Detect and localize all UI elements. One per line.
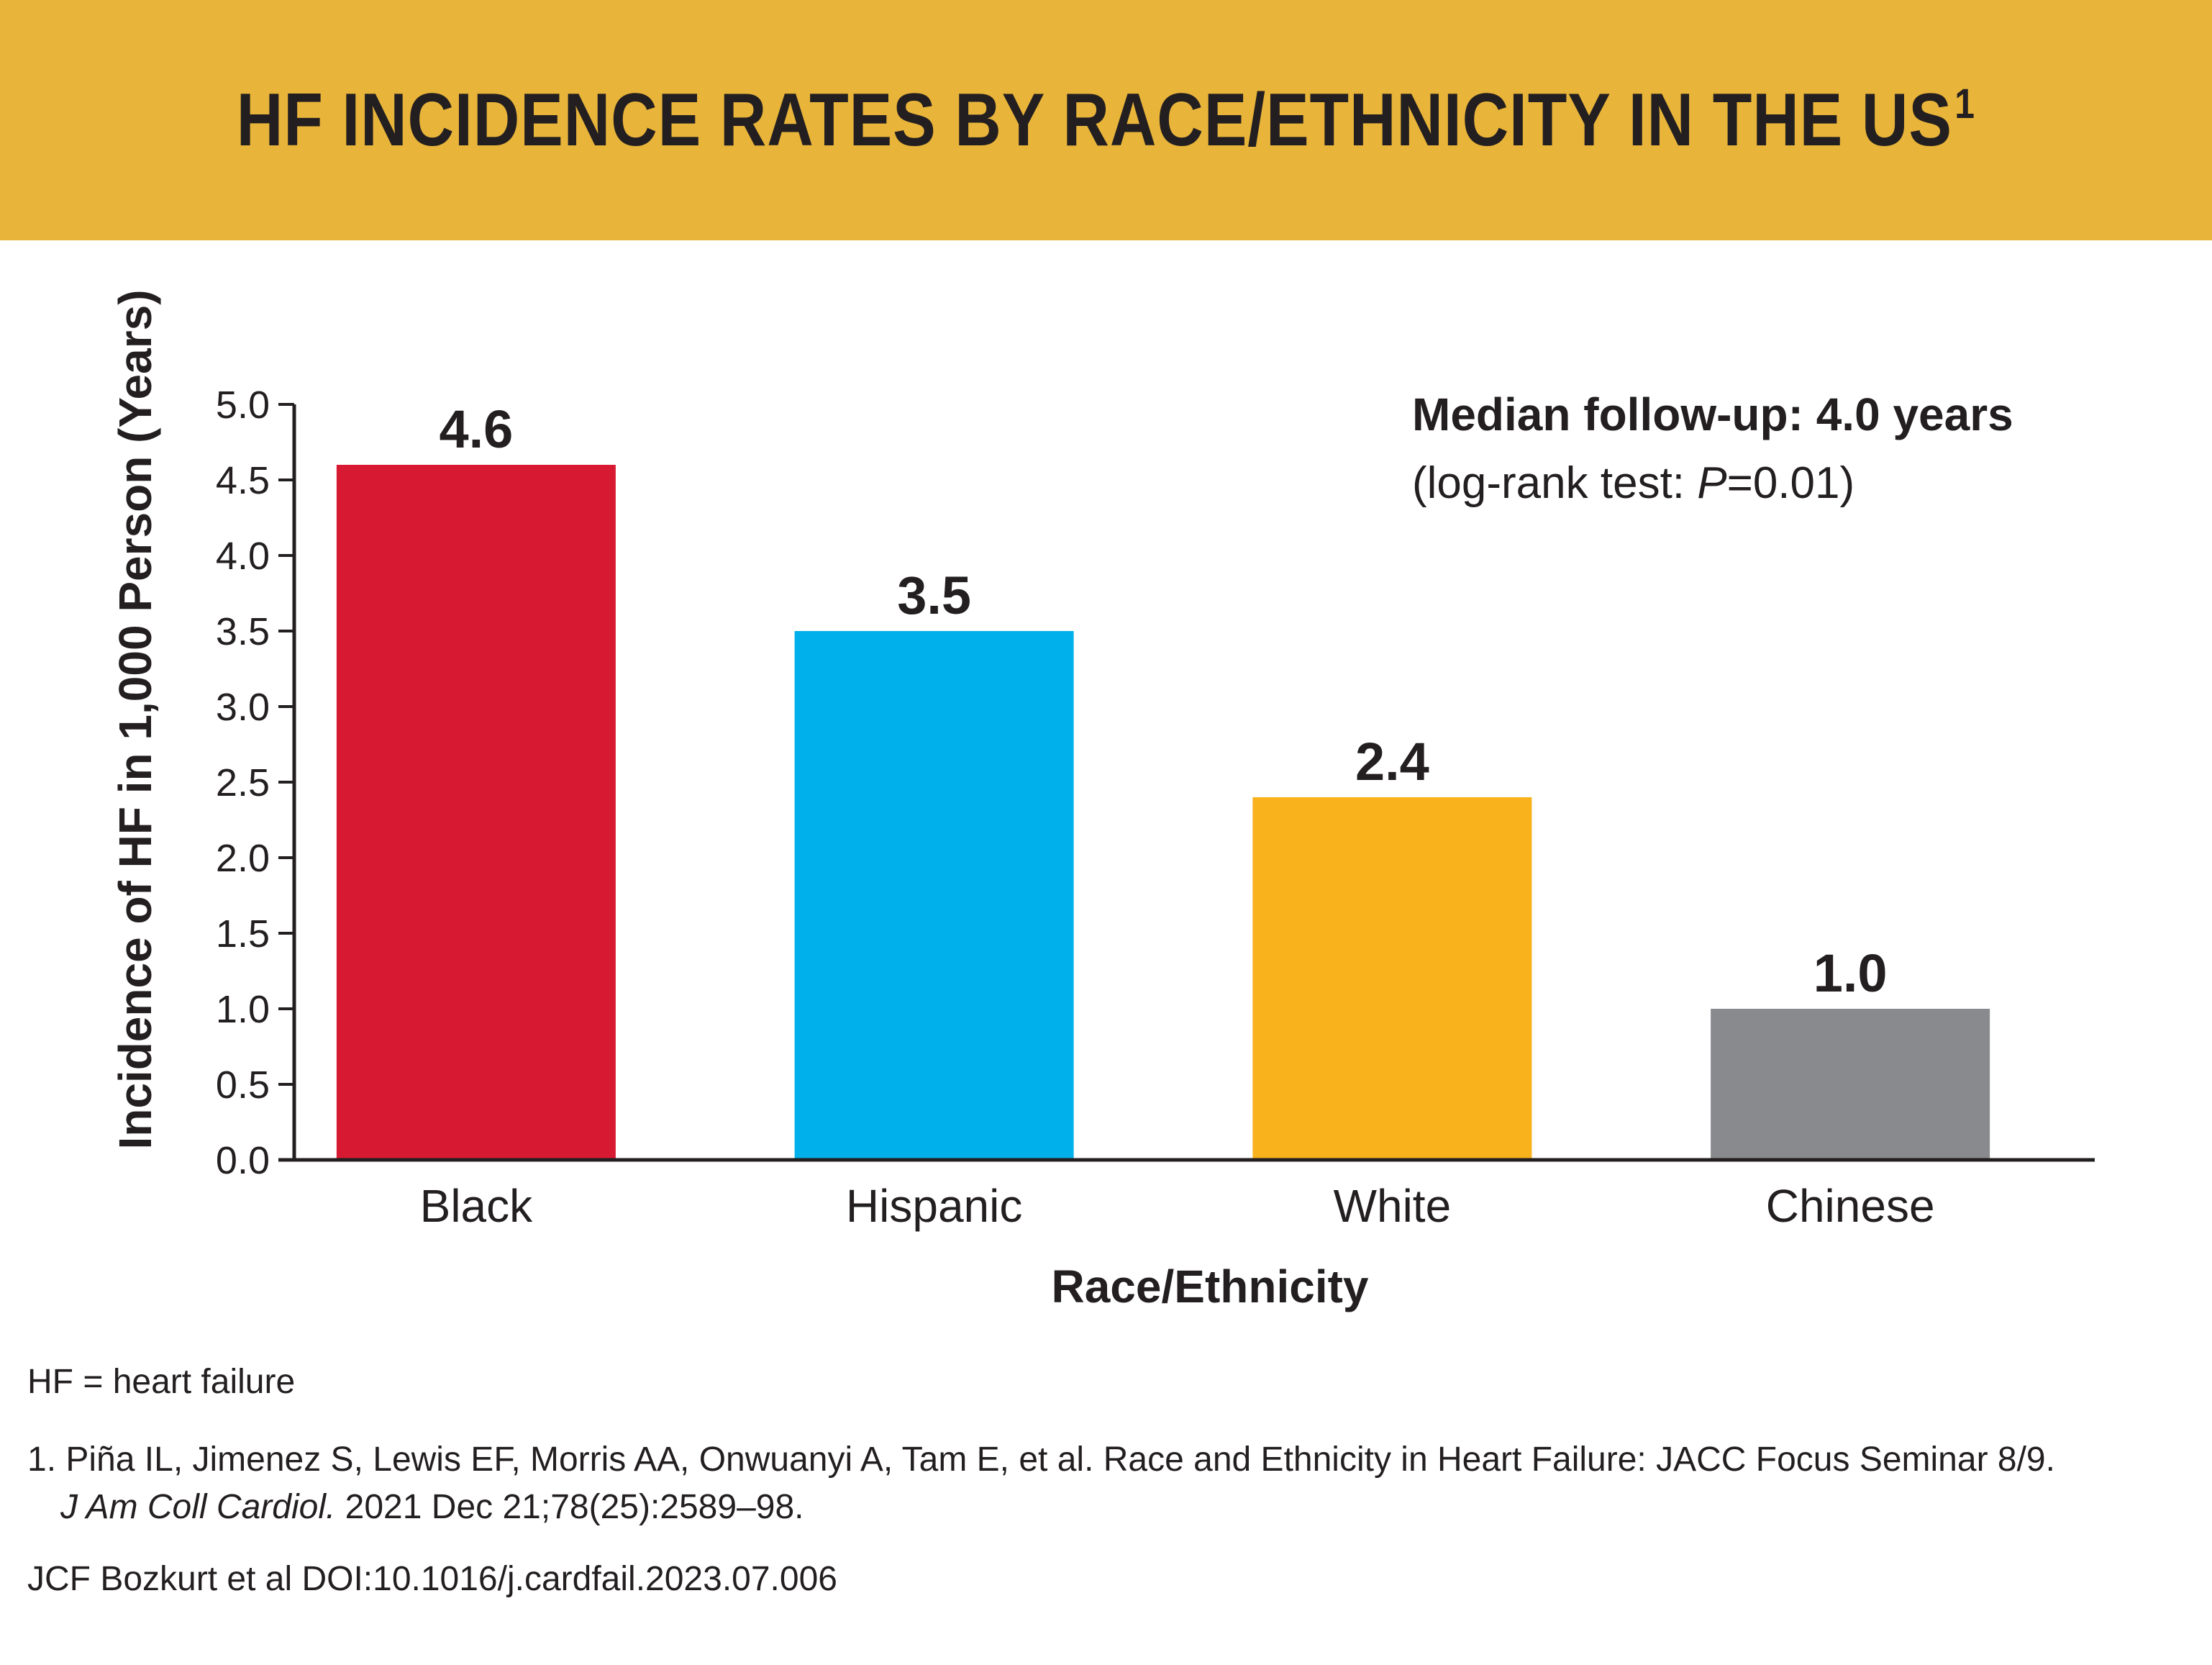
chart-title-text: HF INCIDENCE RATES BY RACE/ETHNICITY IN …	[236, 78, 1953, 162]
category-label-chinese: Chinese	[1766, 1180, 1935, 1232]
category-label-white: White	[1334, 1180, 1452, 1232]
bar-chinese	[1711, 1009, 1990, 1160]
abbreviation-note: HF = heart failure	[27, 1363, 296, 1401]
category-label-black: Black	[420, 1180, 534, 1232]
y-tick-label: 2.0	[216, 837, 270, 880]
category-label-hispanic: Hispanic	[846, 1180, 1022, 1232]
footnotes: HF = heart failure 1. Piña IL, Jimenez S…	[27, 1358, 2185, 1603]
value-label-black: 4.6	[439, 399, 513, 459]
source-note: JCF Bozkurt et al DOI:10.1016/j.cardfail…	[27, 1560, 837, 1598]
y-tick-label: 4.0	[216, 535, 270, 578]
value-label-chinese: 1.0	[1813, 943, 1888, 1003]
reference-number: 1.	[27, 1441, 57, 1479]
y-tick-label: 1.0	[216, 988, 270, 1031]
y-tick-label: 0.5	[216, 1063, 270, 1107]
value-label-hispanic: 3.5	[897, 566, 971, 625]
bar-black	[336, 465, 616, 1160]
title-banner: HF INCIDENCE RATES BY RACE/ETHNICITY IN …	[0, 0, 2212, 240]
y-tick-label: 3.0	[216, 686, 270, 729]
reference-citation: Piña IL, Jimenez S, Lewis EF, Morris AA,…	[65, 1441, 2055, 1479]
chart-title: HF INCIDENCE RATES BY RACE/ETHNICITY IN …	[237, 78, 1975, 163]
y-tick-label: 2.5	[216, 761, 270, 804]
value-label-white: 2.4	[1355, 732, 1429, 791]
reference-journal: J Am Coll Cardiol.	[60, 1488, 336, 1526]
y-axis-ticks: 0.0 0.5 1.0 1.5 2.0 2.5 3.0 3.5 4.0 4.5 5.0	[216, 384, 294, 1182]
y-tick-label: 3.5	[216, 610, 270, 653]
y-tick-label: 4.5	[216, 459, 270, 502]
category-labels: Black Hispanic White Chinese	[420, 1180, 1935, 1232]
y-tick-label: 0.0	[216, 1139, 270, 1182]
y-tick-label: 5.0	[216, 384, 270, 427]
bar-hispanic	[794, 631, 1074, 1160]
y-tick-label: 1.5	[216, 912, 270, 956]
reference-details: 2021 Dec 21;78(25):2589–98.	[345, 1488, 804, 1526]
value-labels: 4.6 3.5 2.4 1.0	[439, 399, 1887, 1003]
title-reference-superscript: 1	[1954, 80, 1976, 127]
x-axis-title: Race/Ethnicity	[1051, 1261, 1368, 1312]
y-axis-title: Incidence of HF in 1,000 Person (Years)	[109, 289, 161, 1149]
bar-chart: Incidence of HF in 1,000 Person (Years) …	[109, 289, 2095, 1312]
bars	[336, 465, 1990, 1160]
logrank-test-note: (log-rank test: P=0.01)	[1412, 458, 1854, 508]
median-followup-note: Median follow-up: 4.0 years	[1412, 389, 2013, 440]
reference-1: 1. Piña IL, Jimenez S, Lewis EF, Morris …	[27, 1436, 2185, 1531]
bar-white	[1252, 797, 1532, 1160]
